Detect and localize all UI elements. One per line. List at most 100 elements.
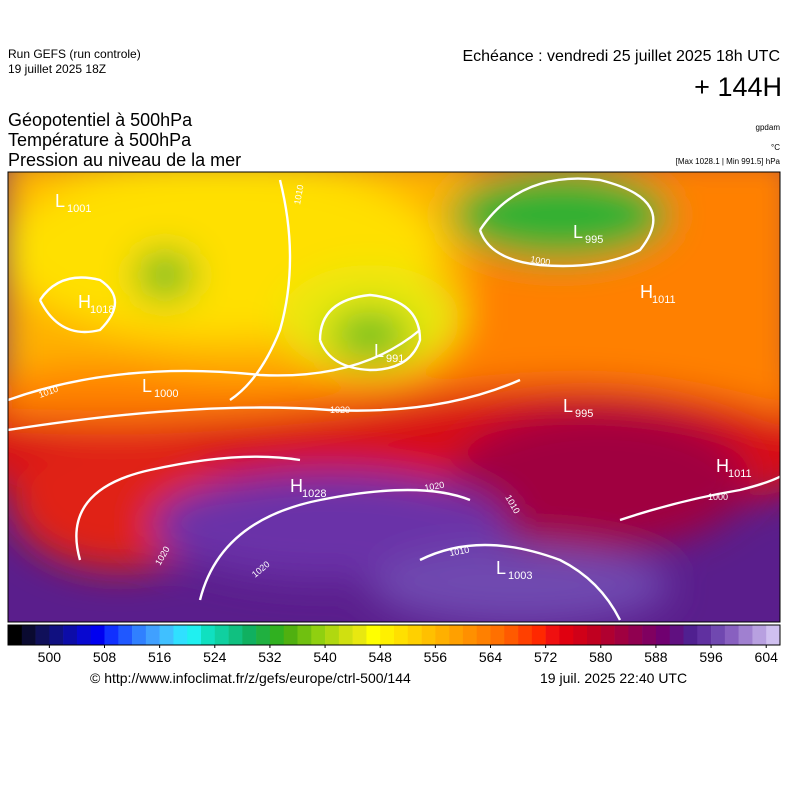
source-url: © http://www.infoclimat.fr/z/gefs/europe… bbox=[90, 670, 411, 686]
colorbar-cell bbox=[145, 625, 160, 645]
colorbar-frame bbox=[7, 624, 781, 646]
center-value: 1001 bbox=[67, 203, 91, 215]
colorbar-cell bbox=[63, 625, 78, 645]
map bbox=[8, 172, 780, 622]
colorbar-tick-label: 604 bbox=[755, 649, 779, 665]
colorbar-cell bbox=[421, 625, 436, 645]
colorbar-cell bbox=[297, 625, 312, 645]
center-type: H bbox=[640, 282, 653, 302]
colorbar-cell bbox=[173, 625, 188, 645]
center-type: L bbox=[563, 396, 573, 416]
colorbar-cell bbox=[242, 625, 257, 645]
center-value: 995 bbox=[585, 234, 603, 246]
colorbar-tick-label: 564 bbox=[479, 649, 503, 665]
colorbar-cell bbox=[518, 625, 533, 645]
contour-label: 1000 bbox=[708, 492, 728, 502]
center-type: H bbox=[716, 456, 729, 476]
lead-time: + 144H bbox=[694, 72, 782, 102]
colorbar-cell bbox=[724, 625, 739, 645]
center-type: H bbox=[78, 292, 91, 312]
center-type: L bbox=[496, 558, 506, 578]
colorbar-cell bbox=[628, 625, 643, 645]
colorbar-cell bbox=[21, 625, 36, 645]
colorbar-cell bbox=[614, 625, 629, 645]
colorbar-tick-label: 524 bbox=[203, 649, 227, 665]
center-value: 991 bbox=[386, 353, 404, 365]
colorbar-cell bbox=[435, 625, 450, 645]
colorbar-cell bbox=[490, 625, 505, 645]
colorbar: 500 508 516 524 532 540 548 556 564 572 580 588 596 6… bbox=[7, 624, 781, 665]
colorbar-cell bbox=[711, 625, 726, 645]
map-frame bbox=[7, 171, 781, 623]
center-value: 1011 bbox=[652, 294, 676, 306]
field: Pression au niveau de la mer bbox=[8, 150, 241, 170]
colorbar-cell bbox=[655, 625, 671, 645]
center-value: 1028 bbox=[302, 488, 326, 500]
center-type: L bbox=[573, 222, 583, 242]
colorbar-cell bbox=[118, 625, 133, 645]
echeance: Echéance : vendredi 25 juillet 2025 18h … bbox=[462, 48, 780, 65]
colorbar-cell bbox=[104, 625, 119, 645]
colorbar-tick-label: 596 bbox=[699, 649, 723, 665]
colorbar-cell bbox=[587, 625, 602, 645]
run: Run GEFS (run controle) bbox=[8, 47, 141, 61]
colorbar-tick-label: 588 bbox=[644, 649, 668, 665]
colorbar-cell bbox=[669, 625, 684, 645]
colorbar-cell bbox=[132, 625, 147, 645]
colorbar-cell bbox=[531, 625, 546, 645]
colorbar-cell bbox=[573, 625, 588, 645]
field: Géopotentiel à 500hPa bbox=[8, 110, 193, 130]
colorbar-tick-label: 580 bbox=[589, 649, 613, 665]
colorbar-cell bbox=[283, 625, 298, 645]
colorbar-cell bbox=[394, 625, 409, 645]
colorbar-tick-label: 548 bbox=[369, 649, 393, 665]
colorbar-cell bbox=[187, 625, 202, 645]
colorbar-cell bbox=[49, 625, 64, 645]
contour-label: 1020 bbox=[424, 480, 445, 493]
colorbar-cell bbox=[766, 625, 781, 645]
colorbar-cell bbox=[738, 625, 753, 645]
colorbar-tick-label: 556 bbox=[424, 649, 448, 665]
contour-label: 1010 bbox=[449, 545, 470, 558]
colorbar-cell bbox=[697, 625, 712, 645]
colorbar-tick-label: 572 bbox=[534, 649, 558, 665]
colorbar-cell bbox=[35, 625, 50, 645]
colorbar-cell bbox=[683, 625, 698, 645]
colorbar-cell bbox=[352, 625, 367, 645]
colorbar-cell bbox=[545, 625, 560, 645]
colorbar-cell bbox=[407, 625, 422, 645]
unit: gpdam bbox=[756, 123, 781, 132]
colorbar-tick-label: 532 bbox=[258, 649, 282, 665]
colorbar-cell bbox=[380, 625, 395, 645]
colorbar-tick-label: 540 bbox=[313, 649, 337, 665]
colorbar-cell bbox=[228, 625, 243, 645]
center-value: 1018 bbox=[90, 304, 114, 316]
issue-time: 19 juil. 2025 22:40 UTC bbox=[540, 670, 687, 686]
colorbar-cell bbox=[256, 625, 271, 645]
colorbar-cell bbox=[201, 625, 216, 645]
colorbar-cell bbox=[752, 625, 767, 645]
contour-label: 1000 bbox=[530, 254, 551, 267]
colorbar-tick-label: 516 bbox=[148, 649, 172, 665]
colorbar-cell bbox=[269, 625, 285, 645]
unit: [Max 1028.1 | Min 991.5] hPa bbox=[676, 157, 781, 166]
colorbar-cell bbox=[159, 625, 174, 645]
colorbar-tick-label: 508 bbox=[93, 649, 117, 665]
colorbar-cell bbox=[366, 625, 381, 645]
unit: °C bbox=[771, 143, 780, 152]
colorbar-cell bbox=[462, 625, 478, 645]
field: Température à 500hPa bbox=[8, 130, 192, 150]
colorbar-cell bbox=[325, 625, 340, 645]
center-value: 1003 bbox=[508, 570, 532, 582]
colorbar-cell bbox=[8, 625, 23, 645]
colorbar-cell bbox=[504, 625, 519, 645]
center-value: 1011 bbox=[728, 468, 752, 480]
center-type: H bbox=[290, 476, 303, 496]
run-date: 19 juillet 2025 18Z bbox=[8, 62, 106, 76]
colorbar-cell bbox=[600, 625, 615, 645]
colorbar-cell bbox=[90, 625, 105, 645]
center-value: 995 bbox=[575, 408, 593, 420]
center-value: 1000 bbox=[154, 388, 178, 400]
colorbar-tick-label: 500 bbox=[38, 649, 62, 665]
